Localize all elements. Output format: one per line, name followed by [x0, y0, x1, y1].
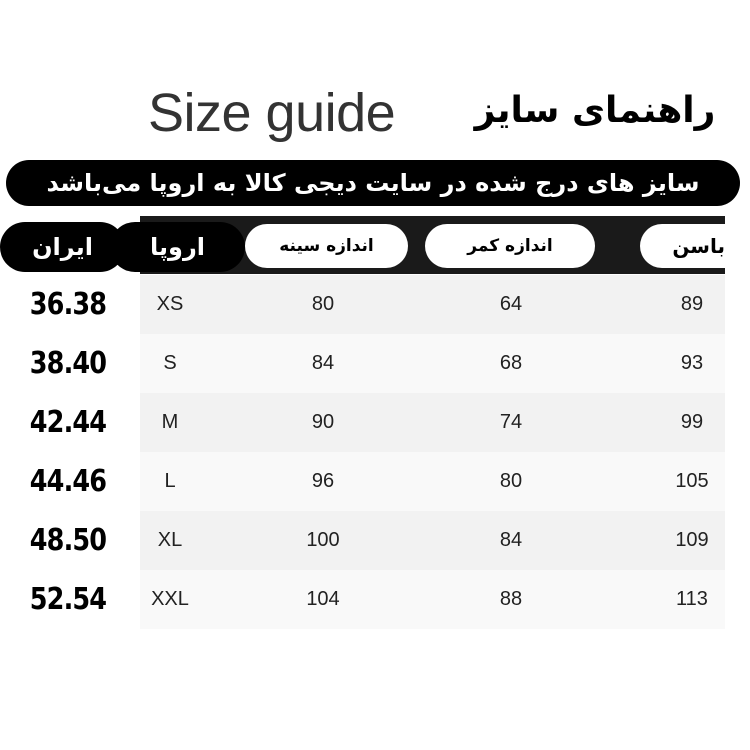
- table-row: S 84 68 93: [140, 334, 725, 393]
- cell-iran: 44.46: [29, 464, 107, 499]
- cell-chest: 90: [311, 411, 335, 433]
- cell-eu: XS: [156, 293, 184, 315]
- cell-hip: 105: [675, 470, 709, 492]
- cell-iran: 42.44: [29, 405, 107, 440]
- table-row: XS 80 64 89: [140, 275, 725, 334]
- table-row: XL 100 84 109: [140, 511, 725, 570]
- cell-chest: 96: [311, 470, 335, 492]
- header-chest: اندازه سینه: [245, 224, 408, 268]
- table-row: M 90 74 99: [140, 393, 725, 452]
- cell-eu: XL: [157, 529, 183, 551]
- cell-waist: 84: [499, 529, 523, 551]
- cell-chest: 100: [306, 529, 340, 551]
- size-table: XS 80 64 89 S 84 68 93 M 90 74 99 L 96 80 105 XL 100 84 109…: [140, 275, 725, 629]
- header-europe: اروپا: [110, 222, 245, 272]
- cell-chest: 84: [311, 352, 335, 374]
- cell-iran: 38.40: [29, 346, 107, 381]
- cell-hip: 99: [680, 411, 704, 433]
- table-row: XXL 104 88 113: [140, 570, 725, 629]
- cell-eu: S: [163, 352, 177, 374]
- cell-chest: 104: [306, 588, 340, 610]
- cell-eu: L: [164, 470, 176, 492]
- cell-waist: 80: [499, 470, 523, 492]
- title-english: Size guide: [148, 83, 396, 143]
- table-row: L 96 80 105: [140, 452, 725, 511]
- cell-waist: 64: [499, 293, 523, 315]
- cell-eu: M: [161, 411, 179, 433]
- header-hip-label: باسن: [672, 234, 725, 258]
- cell-waist: 88: [499, 588, 523, 610]
- notice-banner: سایز های درج شده در سایت دیجی کالا به ار…: [6, 160, 740, 206]
- cell-eu: XXL: [151, 588, 189, 610]
- cell-iran: 48.50: [29, 523, 107, 558]
- cell-chest: 80: [311, 293, 335, 315]
- cell-iran: 52.54: [29, 582, 107, 617]
- header-iran: ایران: [0, 222, 125, 272]
- cell-waist: 74: [499, 411, 523, 433]
- header-hip: باسن: [640, 224, 750, 268]
- cell-hip: 93: [680, 352, 704, 374]
- cell-waist: 68: [499, 352, 523, 374]
- header-waist: اندازه کمر: [425, 224, 595, 268]
- title-persian: راهنمای سایز: [474, 90, 716, 131]
- cell-hip: 109: [675, 529, 709, 551]
- cell-hip: 113: [676, 588, 708, 610]
- cell-iran: 36.38: [29, 287, 107, 322]
- cell-hip: 89: [680, 293, 704, 315]
